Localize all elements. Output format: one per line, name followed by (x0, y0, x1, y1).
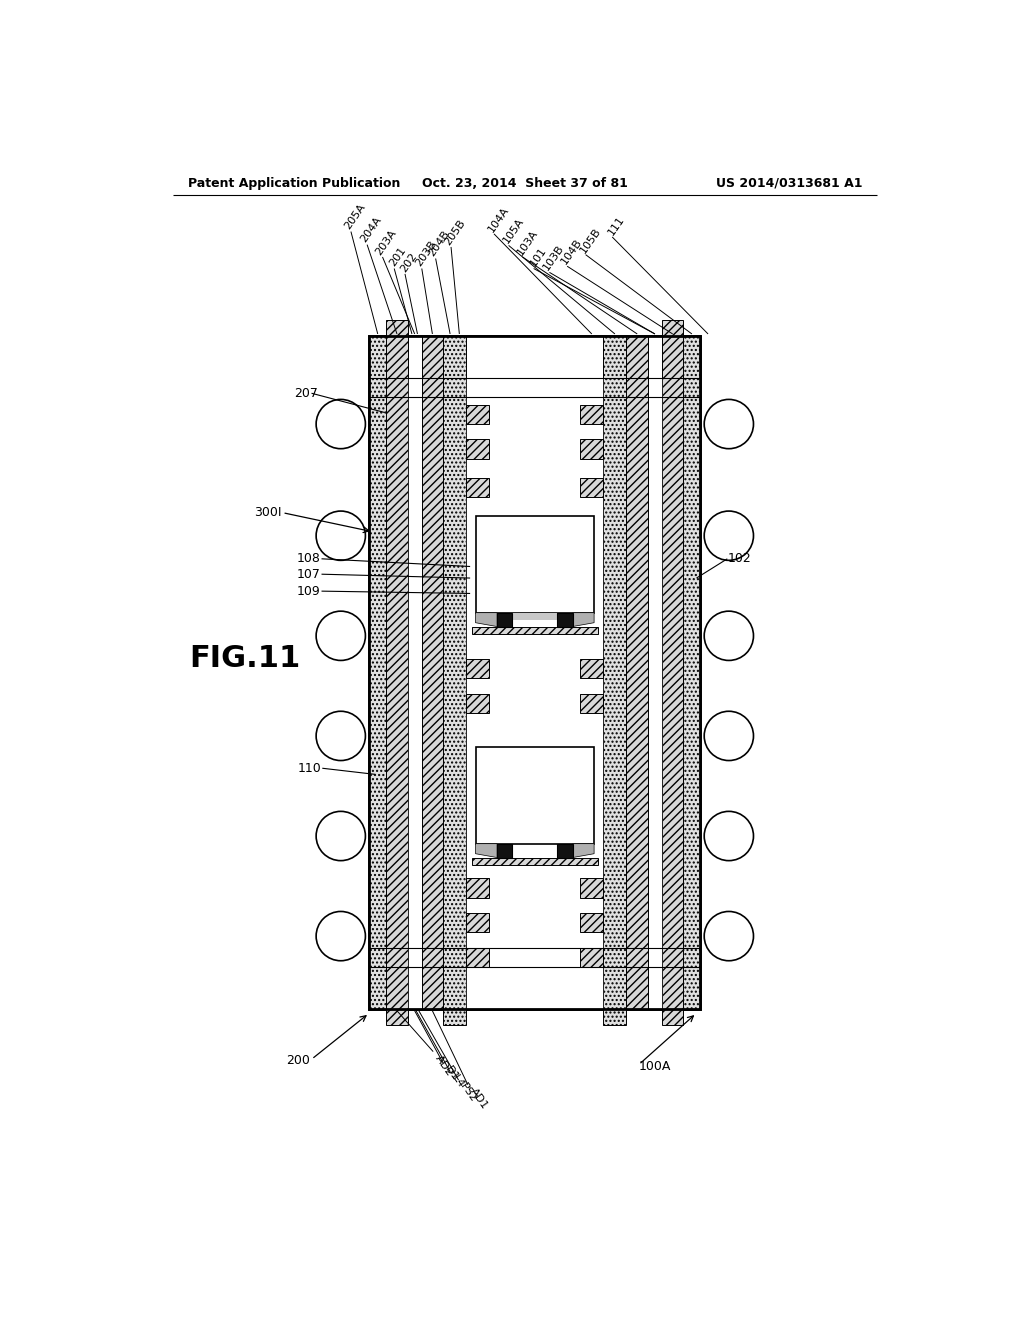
Bar (475, 516, 594, 612)
Text: 300I: 300I (254, 506, 282, 519)
Text: US 2014/0313681 A1: US 2014/0313681 A1 (716, 177, 862, 190)
Text: 204B: 204B (427, 230, 452, 259)
Bar (557, 612, 572, 627)
Text: 101: 101 (528, 246, 548, 268)
Bar (466, 440, 489, 459)
Bar (581, 478, 603, 498)
Bar (603, 335, 627, 1010)
Circle shape (705, 711, 754, 760)
Text: 104B: 104B (559, 236, 584, 267)
Bar (648, 335, 662, 1010)
Text: 205A: 205A (342, 202, 367, 231)
Text: 105A: 105A (501, 216, 525, 246)
Circle shape (316, 400, 366, 449)
Text: 201: 201 (388, 246, 408, 268)
Circle shape (316, 711, 366, 760)
Text: 110: 110 (298, 762, 322, 775)
Bar (581, 693, 603, 713)
Circle shape (316, 511, 366, 561)
Bar (603, 1010, 627, 1024)
Bar (557, 843, 572, 858)
Text: 203A: 203A (374, 227, 398, 257)
Bar (497, 843, 512, 858)
Bar (627, 335, 648, 1010)
Text: PS2: PS2 (459, 1081, 479, 1105)
Polygon shape (475, 612, 497, 627)
Bar (443, 335, 466, 1010)
Bar (408, 335, 422, 1010)
Text: 204A: 204A (358, 215, 383, 244)
Text: Patent Application Publication: Patent Application Publication (188, 177, 400, 190)
Text: 100A: 100A (639, 1060, 671, 1073)
Polygon shape (572, 843, 594, 858)
Circle shape (316, 911, 366, 961)
Text: Oct. 23, 2014  Sheet 37 of 81: Oct. 23, 2014 Sheet 37 of 81 (422, 177, 628, 190)
Text: 111: 111 (606, 214, 627, 238)
Text: 207: 207 (295, 387, 318, 400)
Text: 105B: 105B (578, 226, 602, 255)
Polygon shape (572, 612, 594, 627)
Bar (386, 335, 408, 1010)
Bar (466, 948, 489, 966)
Text: D1: D1 (443, 1065, 460, 1084)
Bar (581, 405, 603, 424)
Bar (370, 335, 700, 1010)
Bar (466, 878, 489, 898)
Text: 203B: 203B (413, 239, 438, 268)
Text: 108: 108 (297, 552, 321, 565)
Bar (386, 321, 408, 335)
Bar (466, 693, 489, 713)
Bar (581, 913, 603, 932)
Bar (466, 335, 603, 1010)
Text: AD1: AD1 (468, 1086, 489, 1111)
Circle shape (316, 812, 366, 861)
Text: L4: L4 (451, 1073, 466, 1090)
Text: 102: 102 (727, 552, 751, 565)
Bar (581, 948, 603, 966)
Text: 104A: 104A (486, 205, 511, 234)
Polygon shape (475, 843, 497, 858)
Bar (370, 335, 700, 1010)
Bar (472, 858, 598, 866)
Circle shape (705, 812, 754, 861)
Circle shape (316, 611, 366, 660)
Bar (443, 335, 466, 378)
Bar (386, 335, 408, 378)
Text: FIG.11: FIG.11 (188, 644, 300, 673)
Text: 205B: 205B (442, 218, 467, 247)
Text: 103A: 103A (515, 228, 540, 257)
Bar (370, 335, 386, 1010)
Text: 103B: 103B (542, 243, 566, 272)
Bar (603, 335, 627, 378)
Bar (466, 478, 489, 498)
Text: 202: 202 (398, 251, 419, 275)
Text: AD2: AD2 (433, 1053, 455, 1078)
Bar (466, 913, 489, 932)
Text: 109: 109 (297, 585, 321, 598)
Bar (443, 1010, 466, 1024)
Polygon shape (512, 612, 557, 620)
Bar (581, 440, 603, 459)
Bar (386, 1010, 408, 1024)
Bar (581, 659, 603, 678)
Circle shape (705, 511, 754, 561)
Text: 200: 200 (286, 1055, 310, 1068)
Bar (497, 612, 512, 627)
Bar (472, 627, 598, 635)
Bar (475, 747, 594, 843)
Bar (662, 1010, 683, 1024)
Bar (662, 335, 683, 378)
Circle shape (705, 911, 754, 961)
Bar (422, 335, 443, 1010)
Bar (683, 335, 700, 1010)
Text: 107: 107 (297, 568, 321, 581)
Bar (581, 878, 603, 898)
Bar (466, 405, 489, 424)
Circle shape (705, 400, 754, 449)
Bar (662, 335, 683, 1010)
Circle shape (705, 611, 754, 660)
Bar (662, 321, 683, 335)
Bar (466, 659, 489, 678)
